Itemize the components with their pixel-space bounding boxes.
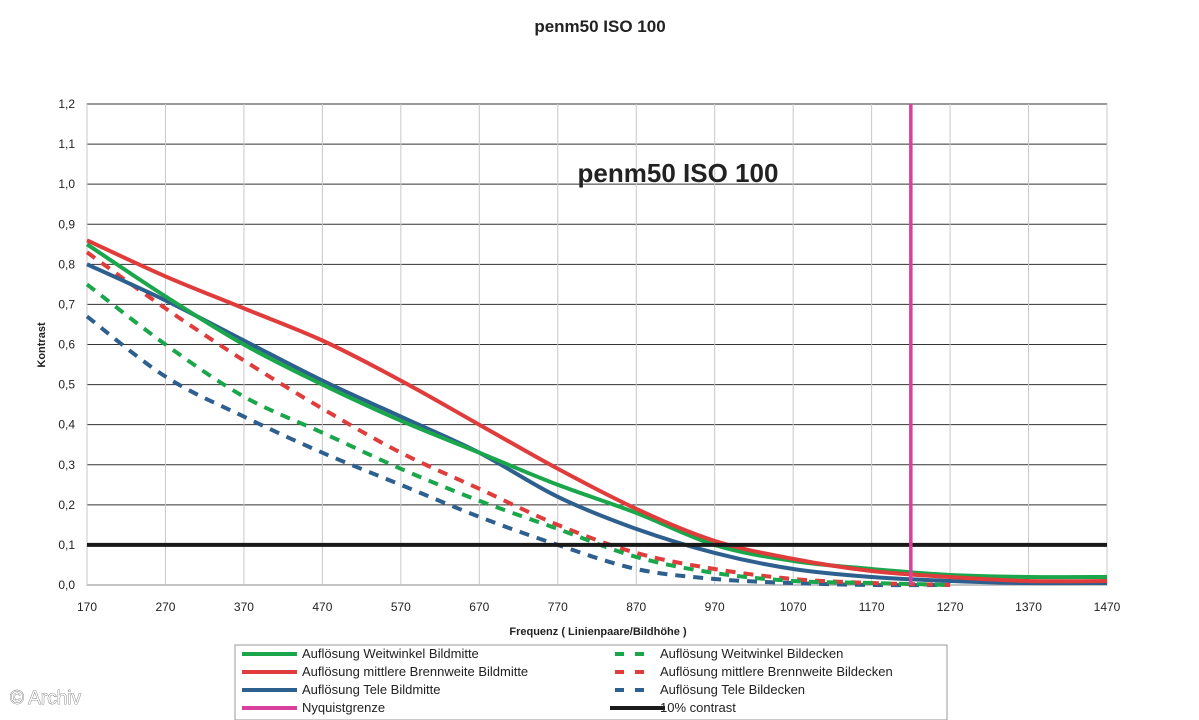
legend-label-10-contrast: 10% contrast — [660, 700, 736, 715]
legend-label-aufl-sung-mittlere-brennweite-bildmitte: Auflösung mittlere Brennweite Bildmitte — [302, 664, 528, 679]
x-axis-ticks: 170 270 370 470 570 670 770 870 970 1070 1170 1270 1… — [77, 600, 1121, 614]
x-tick-label: 1270 — [937, 600, 964, 614]
x-tick-label: 670 — [469, 600, 489, 614]
y-axis-ticks: 0,0 0,1 0,2 0,3 0,4 0,5 0,6 0,7 0,8 0,9 1,0 1,1 1,2 — [58, 97, 75, 592]
x-tick-label: 470 — [312, 600, 332, 614]
y-tick-label: 0,5 — [58, 378, 75, 392]
y-tick-label: 0,3 — [58, 458, 75, 472]
chart-title: penm50 ISO 100 — [534, 17, 665, 36]
chart-inner-title: penm50 ISO 100 — [578, 158, 779, 188]
y-tick-label: 0,2 — [58, 498, 75, 512]
series-layer — [85, 104, 1108, 588]
x-tick-label: 970 — [705, 600, 725, 614]
y-tick-label: 1,2 — [58, 97, 75, 111]
x-tick-label: 570 — [391, 600, 411, 614]
series-line-aufl-sung-weitwinkel-bildecken — [85, 282, 951, 587]
series-line-aufl-sung-tele-bildmitte — [86, 262, 1108, 586]
plot-area — [85, 103, 1108, 588]
y-tick-label: 0,0 — [58, 578, 75, 592]
x-tick-label: 870 — [626, 600, 646, 614]
legend-label-nyquistgrenze: Nyquistgrenze — [302, 700, 385, 715]
legend-label-aufl-sung-tele-bildecken: Auflösung Tele Bildecken — [660, 682, 805, 697]
series-line-aufl-sung-mittlere-brennweite-bildmitte — [86, 238, 1108, 584]
legend-label-aufl-sung-weitwinkel-bildmitte: Auflösung Weitwinkel Bildmitte — [302, 646, 479, 661]
x-tick-label: 1370 — [1015, 600, 1042, 614]
y-axis-label: Kontrast — [36, 322, 48, 368]
x-tick-label: 370 — [234, 600, 254, 614]
x-axis-label: Frequenz ( Linienpaare/Bildhöhe ) — [509, 626, 687, 638]
x-tick-label: 1470 — [1094, 600, 1121, 614]
y-tick-label: 0,8 — [58, 257, 75, 271]
legend-label-aufl-sung-weitwinkel-bildecken: Auflösung Weitwinkel Bildecken — [660, 646, 843, 661]
x-tick-label: 270 — [155, 600, 175, 614]
legend-label-aufl-sung-mittlere-brennweite-bildecken: Auflösung mittlere Brennweite Bildecken — [660, 664, 893, 679]
x-tick-label: 1170 — [859, 600, 885, 614]
y-tick-label: 0,6 — [58, 338, 75, 352]
y-tick-label: 1,1 — [58, 137, 75, 151]
legend: Auflösung Weitwinkel Bildmitte Auflösung … — [234, 644, 948, 720]
vertical-gridlines — [86, 104, 1108, 585]
series-line-aufl-sung-tele-bildecken — [85, 314, 951, 588]
y-tick-label: 1,0 — [58, 177, 75, 191]
y-tick-label: 0,4 — [58, 418, 75, 432]
x-tick-label: 170 — [77, 600, 97, 614]
y-tick-label: 0,7 — [58, 297, 75, 311]
x-tick-label: 770 — [548, 600, 568, 614]
legend-label-aufl-sung-tele-bildmitte: Auflösung Tele Bildmitte — [302, 682, 441, 697]
watermark: © Archiv — [10, 688, 82, 709]
legend-box — [234, 644, 948, 720]
y-tick-label: 0,1 — [58, 538, 75, 552]
x-tick-label: 1070 — [780, 600, 807, 614]
y-tick-label: 0,9 — [58, 217, 75, 231]
